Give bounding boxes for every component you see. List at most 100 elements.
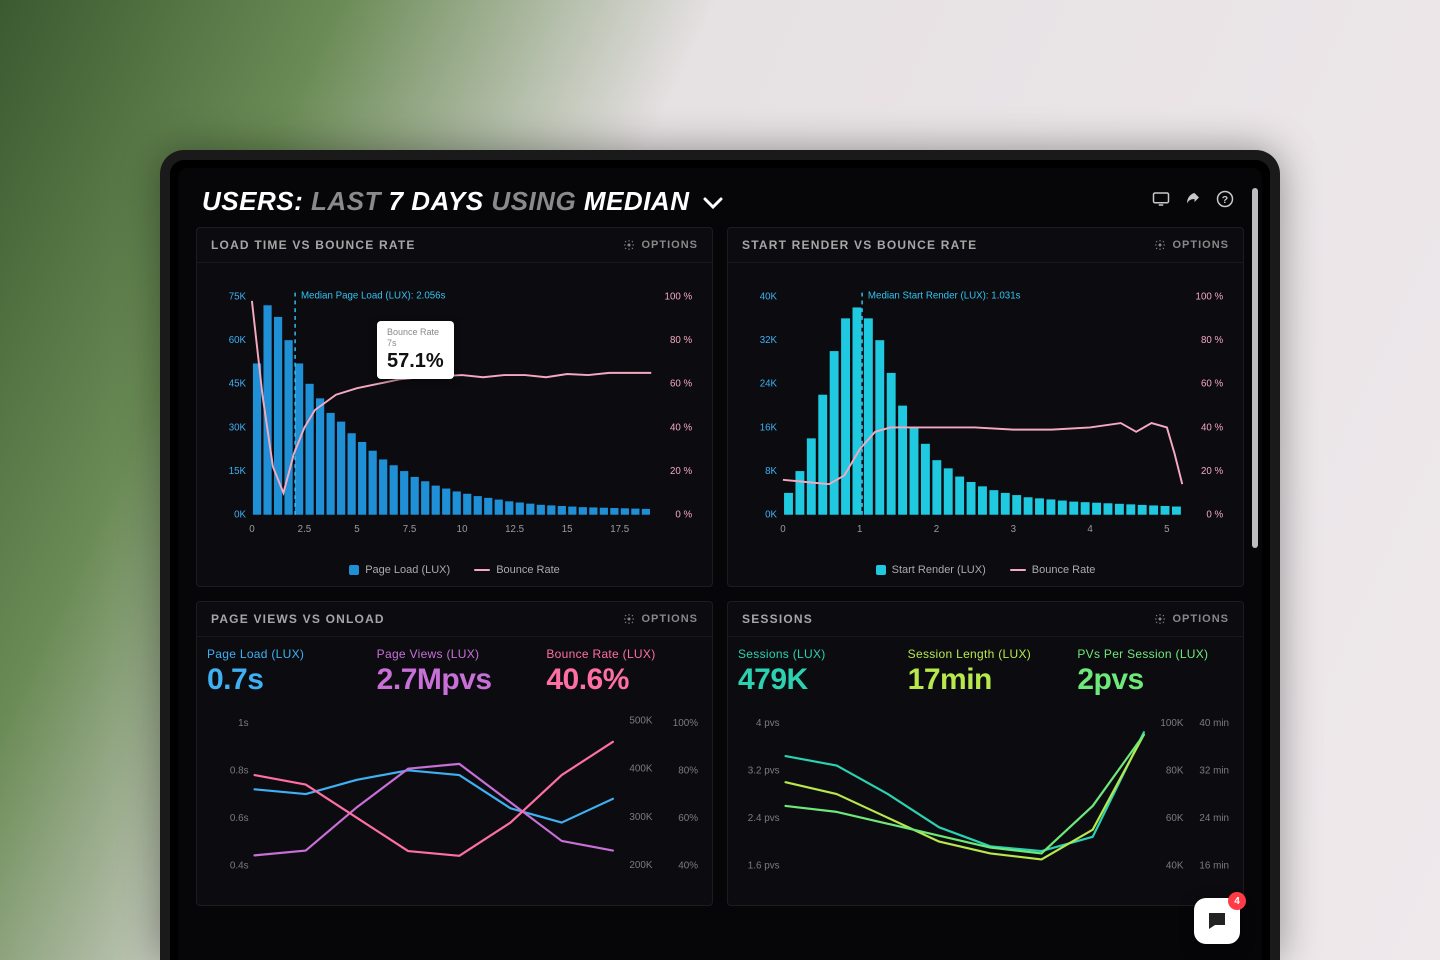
svg-text:40 %: 40 % (670, 422, 693, 433)
svg-text:1s: 1s (238, 718, 248, 729)
chat-widget[interactable]: 4 (1194, 898, 1240, 944)
svg-text:80%: 80% (678, 765, 698, 776)
legend-bar: Start Render (LUX) (892, 564, 986, 576)
stat-value: 2pvs (1075, 663, 1235, 697)
svg-text:40K: 40K (760, 291, 778, 302)
options-label: OPTIONS (641, 239, 698, 251)
title-bold2: MEDIAN (584, 186, 690, 216)
stats-row: Page Load (LUX)0.7sPage Views (LUX)2.7Mp… (197, 637, 712, 699)
svg-text:0.6s: 0.6s (230, 813, 249, 824)
loadtime-chart[interactable]: 0K15K30K45K60K75K0 %20 %40 %60 %80 %100 … (211, 271, 698, 550)
stat-value: 40.6% (544, 663, 704, 697)
svg-text:4: 4 (1087, 524, 1093, 535)
svg-text:15K: 15K (229, 466, 247, 477)
options-label: OPTIONS (1172, 613, 1229, 625)
stat-block: Page Load (LUX)0.7s (205, 641, 365, 697)
tooltip-label2: 7s (387, 338, 444, 349)
stat-label: Bounce Rate (LUX) (544, 641, 704, 663)
svg-text:5: 5 (1164, 524, 1169, 535)
svg-text:0K: 0K (234, 510, 246, 521)
chat-badge: 4 (1228, 892, 1246, 910)
svg-text:30K: 30K (229, 422, 247, 433)
panel-title: START RENDER VS BOUNCE RATE (742, 238, 977, 252)
svg-text:32K: 32K (760, 335, 778, 346)
legend-line: Bounce Rate (1032, 564, 1096, 576)
svg-text:2: 2 (934, 524, 939, 535)
legend-line: Bounce Rate (496, 564, 560, 576)
svg-text:60 %: 60 % (670, 379, 693, 390)
share-icon[interactable] (1184, 190, 1202, 213)
stat-block: Page Views (LUX)2.7Mpvs (375, 641, 535, 697)
svg-text:40%: 40% (678, 860, 698, 871)
options-button[interactable]: OPTIONS (1154, 239, 1229, 251)
svg-text:45K: 45K (229, 379, 247, 390)
svg-text:0.8s: 0.8s (230, 765, 249, 776)
legend: Start Render (LUX) Bounce Rate (728, 558, 1243, 586)
panel-loadtime: LOAD TIME VS BOUNCE RATE OPTIONS 0K15K30… (196, 227, 713, 587)
svg-text:?: ? (1222, 194, 1228, 206)
svg-text:2.5: 2.5 (298, 524, 312, 535)
svg-text:40 %: 40 % (1201, 422, 1224, 433)
svg-text:20 %: 20 % (670, 466, 693, 477)
monitor-icon[interactable] (1152, 190, 1170, 213)
stat-block: Session Length (LUX)17min (906, 641, 1066, 697)
svg-text:80K: 80K (1166, 765, 1184, 776)
svg-text:4 pvs: 4 pvs (756, 718, 780, 729)
options-button[interactable]: OPTIONS (1154, 613, 1229, 625)
legend: Page Load (LUX) Bounce Rate (197, 558, 712, 586)
svg-text:24 min: 24 min (1199, 813, 1229, 824)
svg-text:Median Page Load (LUX): 2.056s: Median Page Load (LUX): 2.056s (301, 290, 446, 301)
panel-pageviews: PAGE VIEWS VS ONLOAD OPTIONS Page Load (… (196, 601, 713, 906)
svg-text:0K: 0K (765, 510, 777, 521)
gear-icon (623, 613, 635, 625)
panel-sessions: SESSIONS OPTIONS Sessions (LUX)479KSessi… (727, 601, 1244, 906)
svg-text:500K: 500K (629, 716, 652, 727)
stat-label: PVs Per Session (LUX) (1075, 641, 1235, 663)
svg-text:80 %: 80 % (1201, 335, 1224, 346)
options-button[interactable]: OPTIONS (623, 613, 698, 625)
svg-text:2.4 pvs: 2.4 pvs (748, 813, 780, 824)
svg-text:3.2 pvs: 3.2 pvs (748, 765, 780, 776)
svg-text:400K: 400K (629, 764, 652, 775)
svg-text:80 %: 80 % (670, 335, 693, 346)
svg-text:200K: 200K (629, 860, 652, 871)
svg-text:100K: 100K (1160, 718, 1183, 729)
pageviews-chart[interactable]: 1s0.8s0.6s0.4s500K400K300K200K100%80%60%… (207, 701, 702, 899)
panel-startrender: START RENDER VS BOUNCE RATE OPTIONS 0K 8K… (727, 227, 1244, 587)
help-icon[interactable]: ? (1216, 190, 1234, 213)
stat-block: PVs Per Session (LUX)2pvs (1075, 641, 1235, 697)
stat-label: Page Views (LUX) (375, 641, 535, 663)
svg-text:8K: 8K (765, 466, 777, 477)
svg-text:60K: 60K (229, 335, 247, 346)
svg-text:1: 1 (857, 524, 862, 535)
sessions-chart[interactable]: 4 pvs3.2 pvs2.4 pvs1.6 pvs100K80K60K40K4… (738, 701, 1233, 899)
scrollbar[interactable] (1252, 188, 1258, 548)
options-button[interactable]: OPTIONS (623, 239, 698, 251)
svg-text:10: 10 (457, 524, 468, 535)
panel-title: SESSIONS (742, 612, 813, 626)
chevron-down-icon (703, 186, 723, 217)
laptop-frame: USERS: LAST 7 DAYS USING MEDIAN ? LOAD T… (160, 150, 1280, 960)
svg-text:20 %: 20 % (1201, 466, 1224, 477)
tooltip-label1: Bounce Rate (387, 327, 444, 338)
stat-value: 479K (736, 663, 896, 697)
svg-text:16K: 16K (760, 422, 778, 433)
svg-text:24K: 24K (760, 379, 778, 390)
svg-text:60K: 60K (1166, 813, 1184, 824)
svg-text:40 min: 40 min (1199, 718, 1229, 729)
stat-value: 0.7s (205, 663, 365, 697)
gear-icon (623, 239, 635, 251)
svg-text:0: 0 (780, 524, 786, 535)
svg-text:32 min: 32 min (1199, 765, 1229, 776)
options-label: OPTIONS (1172, 239, 1229, 251)
svg-text:Median Start Render (LUX): 1.0: Median Start Render (LUX): 1.031s (868, 290, 1021, 301)
gear-icon (1154, 613, 1166, 625)
startrender-chart[interactable]: 0K8K16K24K32K40K0 %20 %40 %60 %80 %100 %… (742, 271, 1229, 550)
svg-text:7.5: 7.5 (403, 524, 417, 535)
svg-text:16 min: 16 min (1199, 860, 1229, 871)
page-title-dropdown[interactable]: USERS: LAST 7 DAYS USING MEDIAN (202, 186, 723, 217)
svg-text:100 %: 100 % (1196, 291, 1224, 302)
stat-value: 2.7Mpvs (375, 663, 535, 697)
tooltip-value: 57.1% (387, 349, 444, 373)
page-header: USERS: LAST 7 DAYS USING MEDIAN ? (178, 168, 1262, 227)
